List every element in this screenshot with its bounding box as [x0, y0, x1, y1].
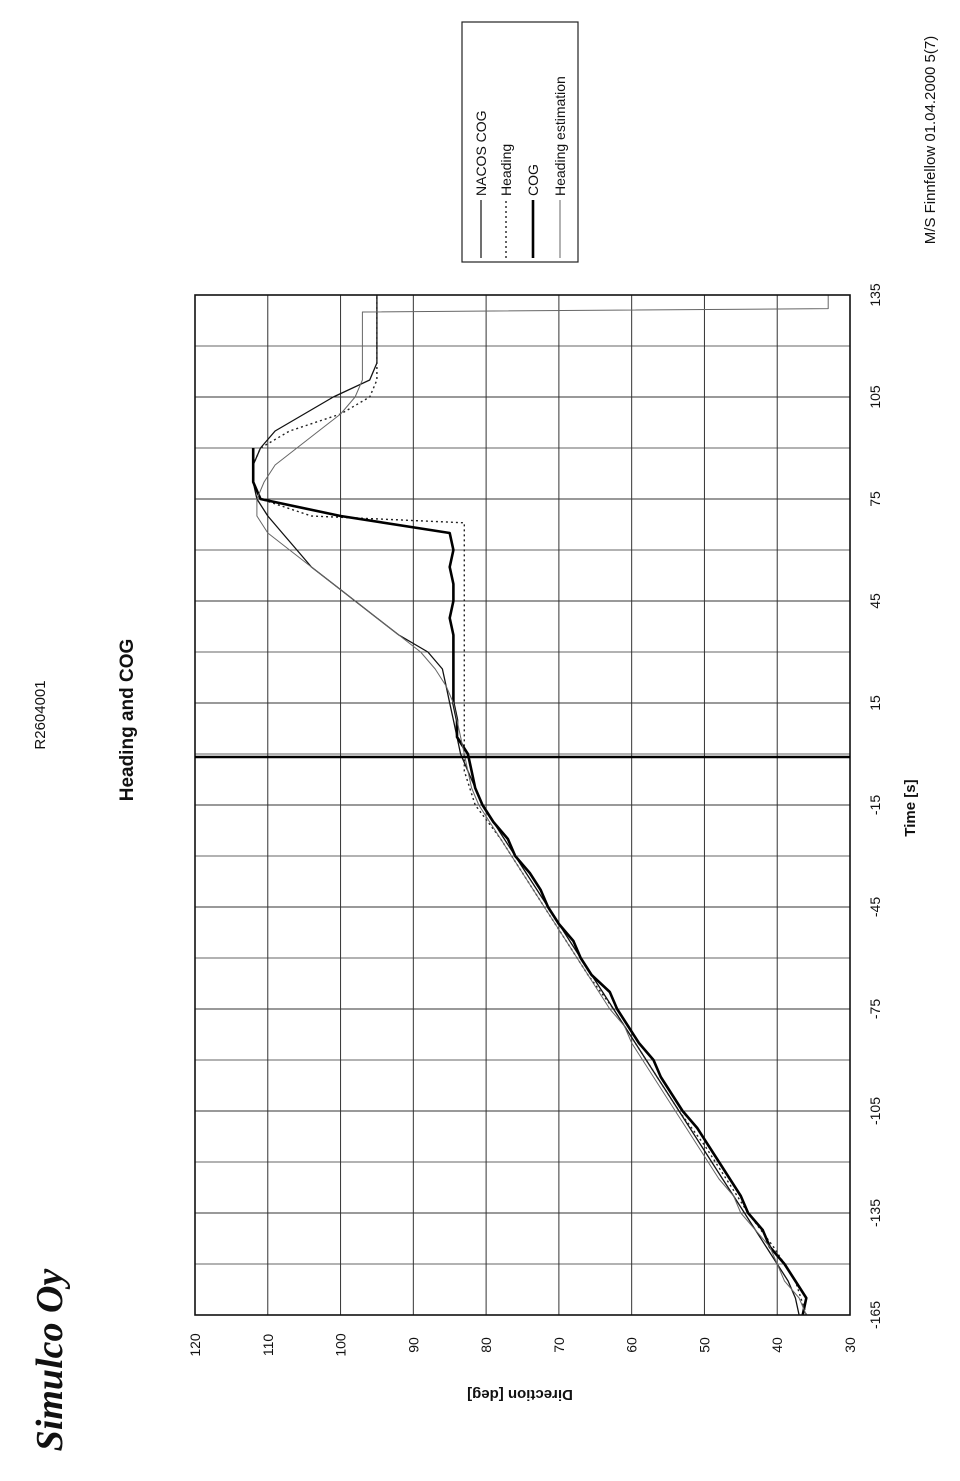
series-lines [251, 295, 829, 1316]
legend: NACOS COG Heading COG Heading estimation [461, 21, 579, 263]
plot-frame [194, 294, 851, 1316]
y-axis-label: Direction [deg] [467, 1386, 573, 1403]
y-tick-label: 80 [478, 1337, 494, 1353]
legend-label-heading-estimation: Heading estimation [552, 76, 568, 196]
x-axis-label: Time [s] [902, 779, 919, 836]
series-line-heading [252, 295, 807, 1316]
tick-labels: -165 -135 -105 -75 -45 -15 15 45 75 105 135 30 40 50 6… [187, 283, 883, 1357]
x-tick-label: 15 [867, 695, 883, 711]
y-tick-label: 110 [260, 1334, 276, 1357]
y-tick-label: 60 [624, 1337, 640, 1353]
x-tick-label: -165 [867, 1301, 883, 1329]
x-tick-label: -15 [867, 795, 883, 815]
page-info: M/S Finnfellow 01.04.2000 5(7) [922, 36, 939, 244]
y-tick-label: 40 [769, 1337, 785, 1353]
y-tick-label: 90 [405, 1337, 421, 1353]
grid [194, 294, 851, 1316]
series-line-heading-estimation [256, 295, 829, 1316]
x-tick-label: 135 [867, 283, 883, 307]
x-tick-label: 105 [867, 385, 883, 409]
y-tick-label: 120 [187, 1333, 203, 1357]
legend-label-heading: Heading [498, 144, 514, 196]
series-line-cog [251, 448, 808, 1316]
x-tick-label: -45 [867, 897, 883, 917]
y-tick-label: 50 [696, 1337, 712, 1353]
y-tick-label: 100 [333, 1333, 349, 1357]
doc-ref: R2604001 [32, 680, 49, 749]
x-tick-label: -135 [867, 1199, 883, 1227]
brand-logo: Simulco Oy [29, 1269, 71, 1452]
x-tick-label: -105 [867, 1097, 883, 1125]
x-tick-label: 75 [867, 491, 883, 507]
x-tick-label: -75 [867, 999, 883, 1019]
legend-label-cog: COG [525, 164, 541, 196]
x-tick-label: 45 [867, 593, 883, 609]
legend-label-nacos-cog: NACOS COG [473, 110, 489, 196]
y-tick-label: 70 [551, 1337, 567, 1353]
y-tick-label: 30 [842, 1337, 858, 1353]
chart-title: Heading and COG [117, 639, 138, 802]
